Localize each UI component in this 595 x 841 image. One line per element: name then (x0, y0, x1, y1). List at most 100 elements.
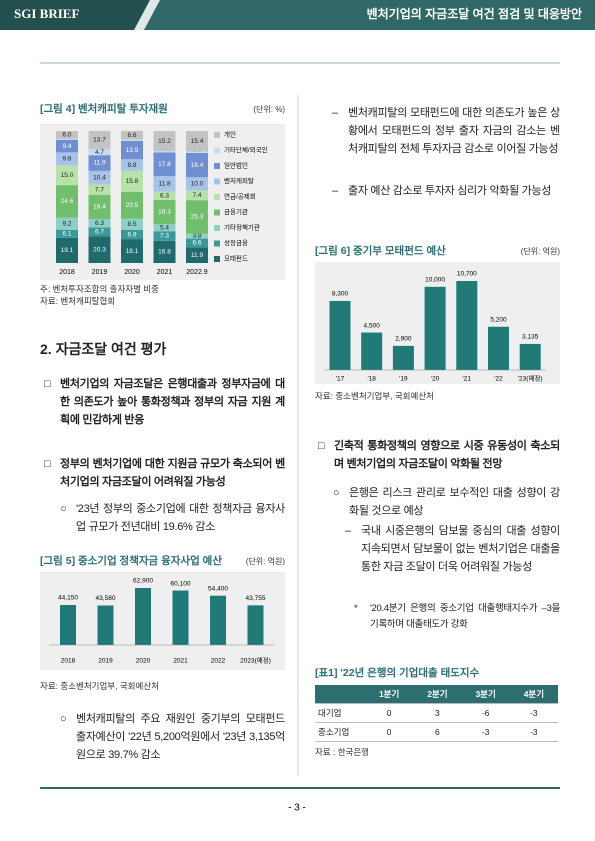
row-label: 대기업 (315, 703, 365, 723)
data-label: 4,500 (364, 322, 381, 329)
figure-source: 자료: 벤처캐피탈협회 (40, 296, 116, 306)
bullet-marker: □ (44, 378, 51, 390)
bar-segment (121, 239, 143, 263)
bar-segment (121, 218, 143, 230)
paragraph: □ 긴축적 통화정책의 영향으로 시중 유동성이 축소되며 벤처기업의 자금조달이… (318, 437, 560, 473)
data-label: 62,900 (133, 578, 153, 585)
paragraph: □ 벤처기업의 자금조달은 은행대출과 정부자금에 대한 의존도가 높아 통화정책… (44, 375, 285, 429)
data-label: 11.9 (93, 160, 106, 167)
legend-swatch (214, 194, 220, 200)
table-header-cell: 1분기 (365, 685, 414, 704)
bar-segment (121, 139, 143, 141)
table-header-cell: 4분기 (509, 685, 558, 704)
bar-segment (186, 238, 208, 248)
page-number: - 3 - (288, 803, 306, 814)
data-label: 19.1 (61, 247, 74, 254)
legend-label: 기타정책기관 (224, 223, 260, 232)
legend-swatch (214, 178, 220, 185)
bar-segment (88, 170, 111, 185)
data-label: 9.8 (62, 156, 71, 163)
bar (329, 300, 351, 370)
bar (60, 604, 76, 645)
legend-label: 벤처캐피탈 (224, 176, 254, 185)
bar (392, 345, 414, 370)
bar (97, 605, 114, 645)
data-label: 8,300 (332, 291, 349, 298)
table-cell: 6 (413, 722, 462, 742)
data-label: 3,135 (522, 334, 539, 341)
bar-segment (88, 130, 111, 149)
paragraph-text: 긴축적 통화정책의 영향으로 시중 유동성이 축소되며 벤처기업의 자금조달이 … (334, 440, 560, 470)
paragraph: ○ 은행은 리스크 관리로 보수적인 대출 성향이 강화될 것으로 예상 (333, 484, 560, 520)
bar-segment (121, 230, 143, 240)
x-tick-label: 2018 (61, 658, 76, 665)
data-label: 44,150 (58, 595, 78, 602)
data-label: 2,900 (395, 336, 412, 343)
data-label: 18.4 (191, 162, 204, 169)
bar (135, 588, 151, 645)
x-tick-label: 2021 (157, 269, 173, 276)
data-label: 4.7 (95, 149, 104, 156)
bar-segment (153, 231, 176, 241)
data-label: 10.4 (93, 174, 106, 181)
x-tick-label: '17 (336, 376, 345, 383)
bar-segment (121, 130, 143, 140)
legend-label: 성장금융 (224, 238, 248, 247)
paragraph-text: 은행은 리스크 관리로 보수적인 대출 성향이 강화될 것으로 예상 (349, 487, 560, 517)
bar-segment (121, 159, 143, 171)
bullet-marker: – (332, 107, 338, 119)
figure-title: [그림 6] 중기부 모태펀드 예산 (315, 245, 446, 257)
data-label: 6.6 (127, 132, 136, 139)
bar-segment (88, 148, 111, 156)
data-label: 16.8 (158, 249, 171, 256)
legend-label: 일반법인 (224, 161, 248, 170)
header-brand-block (0, 0, 150, 30)
bullet-marker: □ (318, 440, 325, 452)
legend-swatch (214, 256, 220, 262)
x-tick-label: 2019 (92, 269, 108, 276)
legend-swatch (214, 209, 220, 216)
header-title: 벤처기업의 자금조달 여건 점검 및 대응방안 (367, 6, 582, 21)
data-label: 6.9 (127, 231, 136, 238)
bar-segment (153, 199, 176, 225)
table-cell: -3 (509, 722, 558, 742)
x-tick-label: '21 (463, 376, 472, 383)
data-label: 43,580 (96, 595, 116, 602)
data-label: 5,200 (490, 316, 507, 323)
table-cell: 0 (365, 722, 414, 742)
paragraph: – 벤처캐피탈의 모태펀드에 대한 의존도가 높은 상황에서 모태펀드의 정부 출… (332, 104, 560, 158)
legend-label: 개인 (224, 130, 236, 139)
paragraph-text: '23년 정부의 중소기업에 대한 정책자금 융자사업 규모가 전년대비 19.… (76, 503, 285, 533)
x-tick-label: '23(예정) (518, 374, 543, 383)
legend-swatch (214, 225, 220, 231)
x-tick-label: 2023(예정) (240, 656, 271, 665)
bar-segment (56, 131, 78, 139)
figure-unit: (단위: 억원) (520, 247, 560, 256)
figure-title: [그림 4] 벤처캐피탈 투자재원 (40, 103, 168, 115)
section-heading: 2. 자금조달 여건 평가 (40, 341, 167, 357)
data-label: 3.8 (192, 232, 201, 239)
row-label: 중소기업 (315, 722, 365, 742)
charts: 201819.16.19.224.615.09.89.40.86.0201920… (40, 124, 560, 670)
legend-swatch (214, 163, 220, 169)
paragraph: * '20.4분기 은행의 중소기업 대출행태지수가 –3을 기록하며 대출태도가… (354, 601, 560, 633)
legend-label: 금융기관 (224, 207, 248, 216)
bar (488, 326, 509, 370)
bar-segment (153, 191, 176, 200)
bar-segment (56, 138, 78, 140)
bar-segment (88, 219, 111, 228)
bar-segment (88, 227, 111, 237)
bar-segment (153, 131, 176, 152)
x-tick-label: '20 (431, 376, 440, 383)
table-cell: -3 (461, 722, 510, 742)
bar-segment (186, 247, 208, 263)
bar-segment (121, 191, 143, 219)
data-label: 13.9 (126, 147, 139, 154)
data-label: 5.4 (160, 224, 169, 231)
table-cell: -3 (509, 703, 558, 723)
legend-label: 모태펀드 (224, 254, 248, 263)
x-tick-label: 2018 (59, 269, 75, 276)
bar-segment (186, 131, 208, 152)
data-label: 6.6 (192, 240, 201, 247)
